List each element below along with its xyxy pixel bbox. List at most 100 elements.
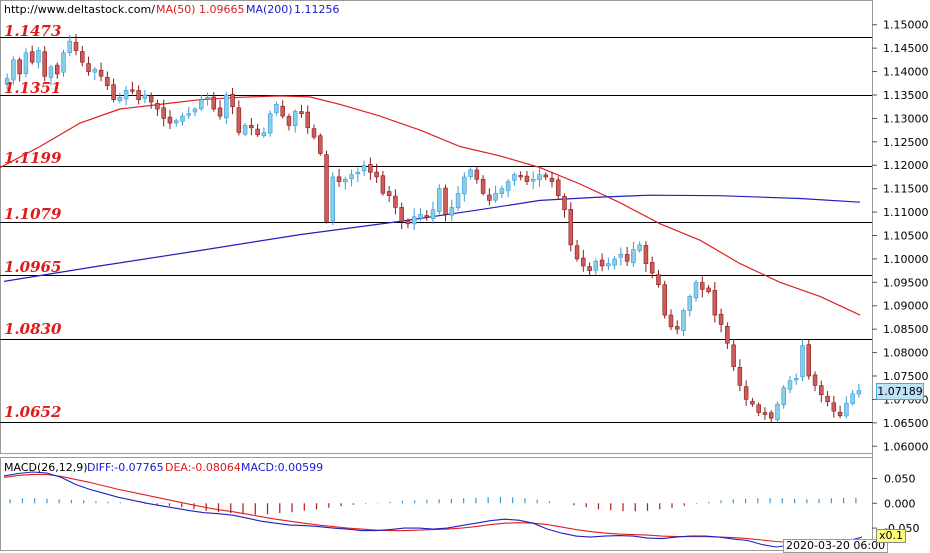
price-tick-label: 1.14000: [883, 66, 929, 79]
candle: [73, 34, 79, 56]
candle-body: [98, 69, 104, 77]
candle: [255, 123, 260, 138]
ma50-label: MA(50): [156, 3, 196, 16]
candle: [781, 385, 786, 409]
candle: [123, 85, 129, 106]
candle-body: [800, 345, 805, 378]
candle: [756, 402, 761, 417]
candle-body: [148, 95, 154, 103]
candle: [161, 99, 166, 127]
candle: [687, 294, 693, 317]
candle: [562, 193, 567, 218]
candle: [599, 253, 605, 272]
candle-body: [831, 402, 837, 412]
candle-body: [562, 196, 567, 211]
candles: [4, 34, 862, 423]
candle-body: [4, 78, 10, 85]
candle-body: [236, 107, 242, 133]
macd-tick-label: 0.050: [884, 472, 916, 485]
candle: [649, 256, 655, 279]
candle-body: [123, 90, 129, 100]
candle-body: [675, 326, 680, 330]
candle: [480, 175, 486, 196]
candle-body: [173, 120, 179, 124]
candle-body: [743, 386, 749, 400]
candle: [693, 279, 699, 302]
candle: [330, 172, 336, 226]
zoom-tag[interactable]: x0.1: [876, 529, 907, 543]
candle: [743, 380, 749, 406]
candle-body: [437, 188, 442, 212]
candle: [361, 160, 367, 176]
level-label-5: 1.0965: [4, 258, 62, 276]
candle-body: [311, 128, 317, 138]
candle-body: [211, 96, 217, 110]
candle-body: [712, 290, 718, 316]
candle-body: [261, 132, 267, 136]
candle: [199, 94, 204, 112]
candle: [706, 284, 711, 294]
candle-body: [775, 403, 780, 421]
level-label-1: 1.1473: [4, 22, 62, 40]
candle: [399, 202, 404, 230]
candle: [11, 56, 16, 85]
candle-body: [468, 169, 473, 177]
candle: [825, 391, 830, 407]
candle: [386, 186, 392, 202]
candle: [718, 308, 724, 333]
candle: [637, 241, 642, 253]
candle-body: [411, 216, 417, 225]
price-tick-label: 1.06000: [883, 440, 929, 453]
candle: [812, 371, 818, 392]
candle-body: [343, 178, 348, 183]
candle-body: [167, 116, 173, 124]
candle: [499, 185, 505, 199]
candle: [280, 100, 285, 119]
candle-body: [192, 108, 198, 113]
candle-body: [668, 314, 674, 328]
site-url[interactable]: http://www.deltastock.com/: [4, 3, 155, 16]
candle: [493, 185, 498, 203]
candle-body: [161, 107, 166, 119]
candle: [29, 45, 35, 65]
price-tick-label: 1.07500: [883, 370, 929, 383]
candle: [92, 66, 98, 81]
candle: [374, 163, 379, 183]
candle: [624, 246, 630, 267]
candle: [750, 397, 755, 407]
candle-body: [136, 90, 141, 100]
candle: [468, 167, 473, 180]
candle: [768, 410, 774, 423]
candle: [236, 100, 242, 136]
candle-body: [405, 220, 411, 225]
price-tick-label: 1.15000: [883, 19, 929, 32]
candle: [668, 309, 674, 331]
candle: [556, 176, 561, 200]
candle: [518, 171, 523, 181]
candle: [249, 117, 254, 136]
candle-body: [474, 169, 480, 180]
macd-tick-label: 0.000: [884, 497, 916, 510]
ma200-line: [3, 194, 861, 282]
candle-body: [286, 116, 292, 126]
candle: [537, 166, 542, 187]
current-price-tag: 1.07189: [876, 382, 924, 400]
candle-body: [267, 113, 273, 134]
macd-diff-line: [3, 471, 863, 548]
price-tick-label: 1.06500: [883, 417, 929, 430]
candle-body: [781, 387, 786, 406]
candle-body: [418, 214, 423, 219]
candle-body: [825, 395, 830, 403]
candle-body: [54, 64, 60, 75]
candle-body: [443, 187, 448, 215]
candle-body: [793, 378, 799, 381]
candle-body: [292, 111, 298, 127]
candle-body: [681, 310, 686, 331]
candle: [61, 49, 66, 77]
candle-body: [568, 208, 574, 246]
candle: [355, 167, 361, 183]
candle-body: [280, 105, 285, 117]
candle: [205, 92, 210, 106]
candle-body: [606, 263, 611, 267]
